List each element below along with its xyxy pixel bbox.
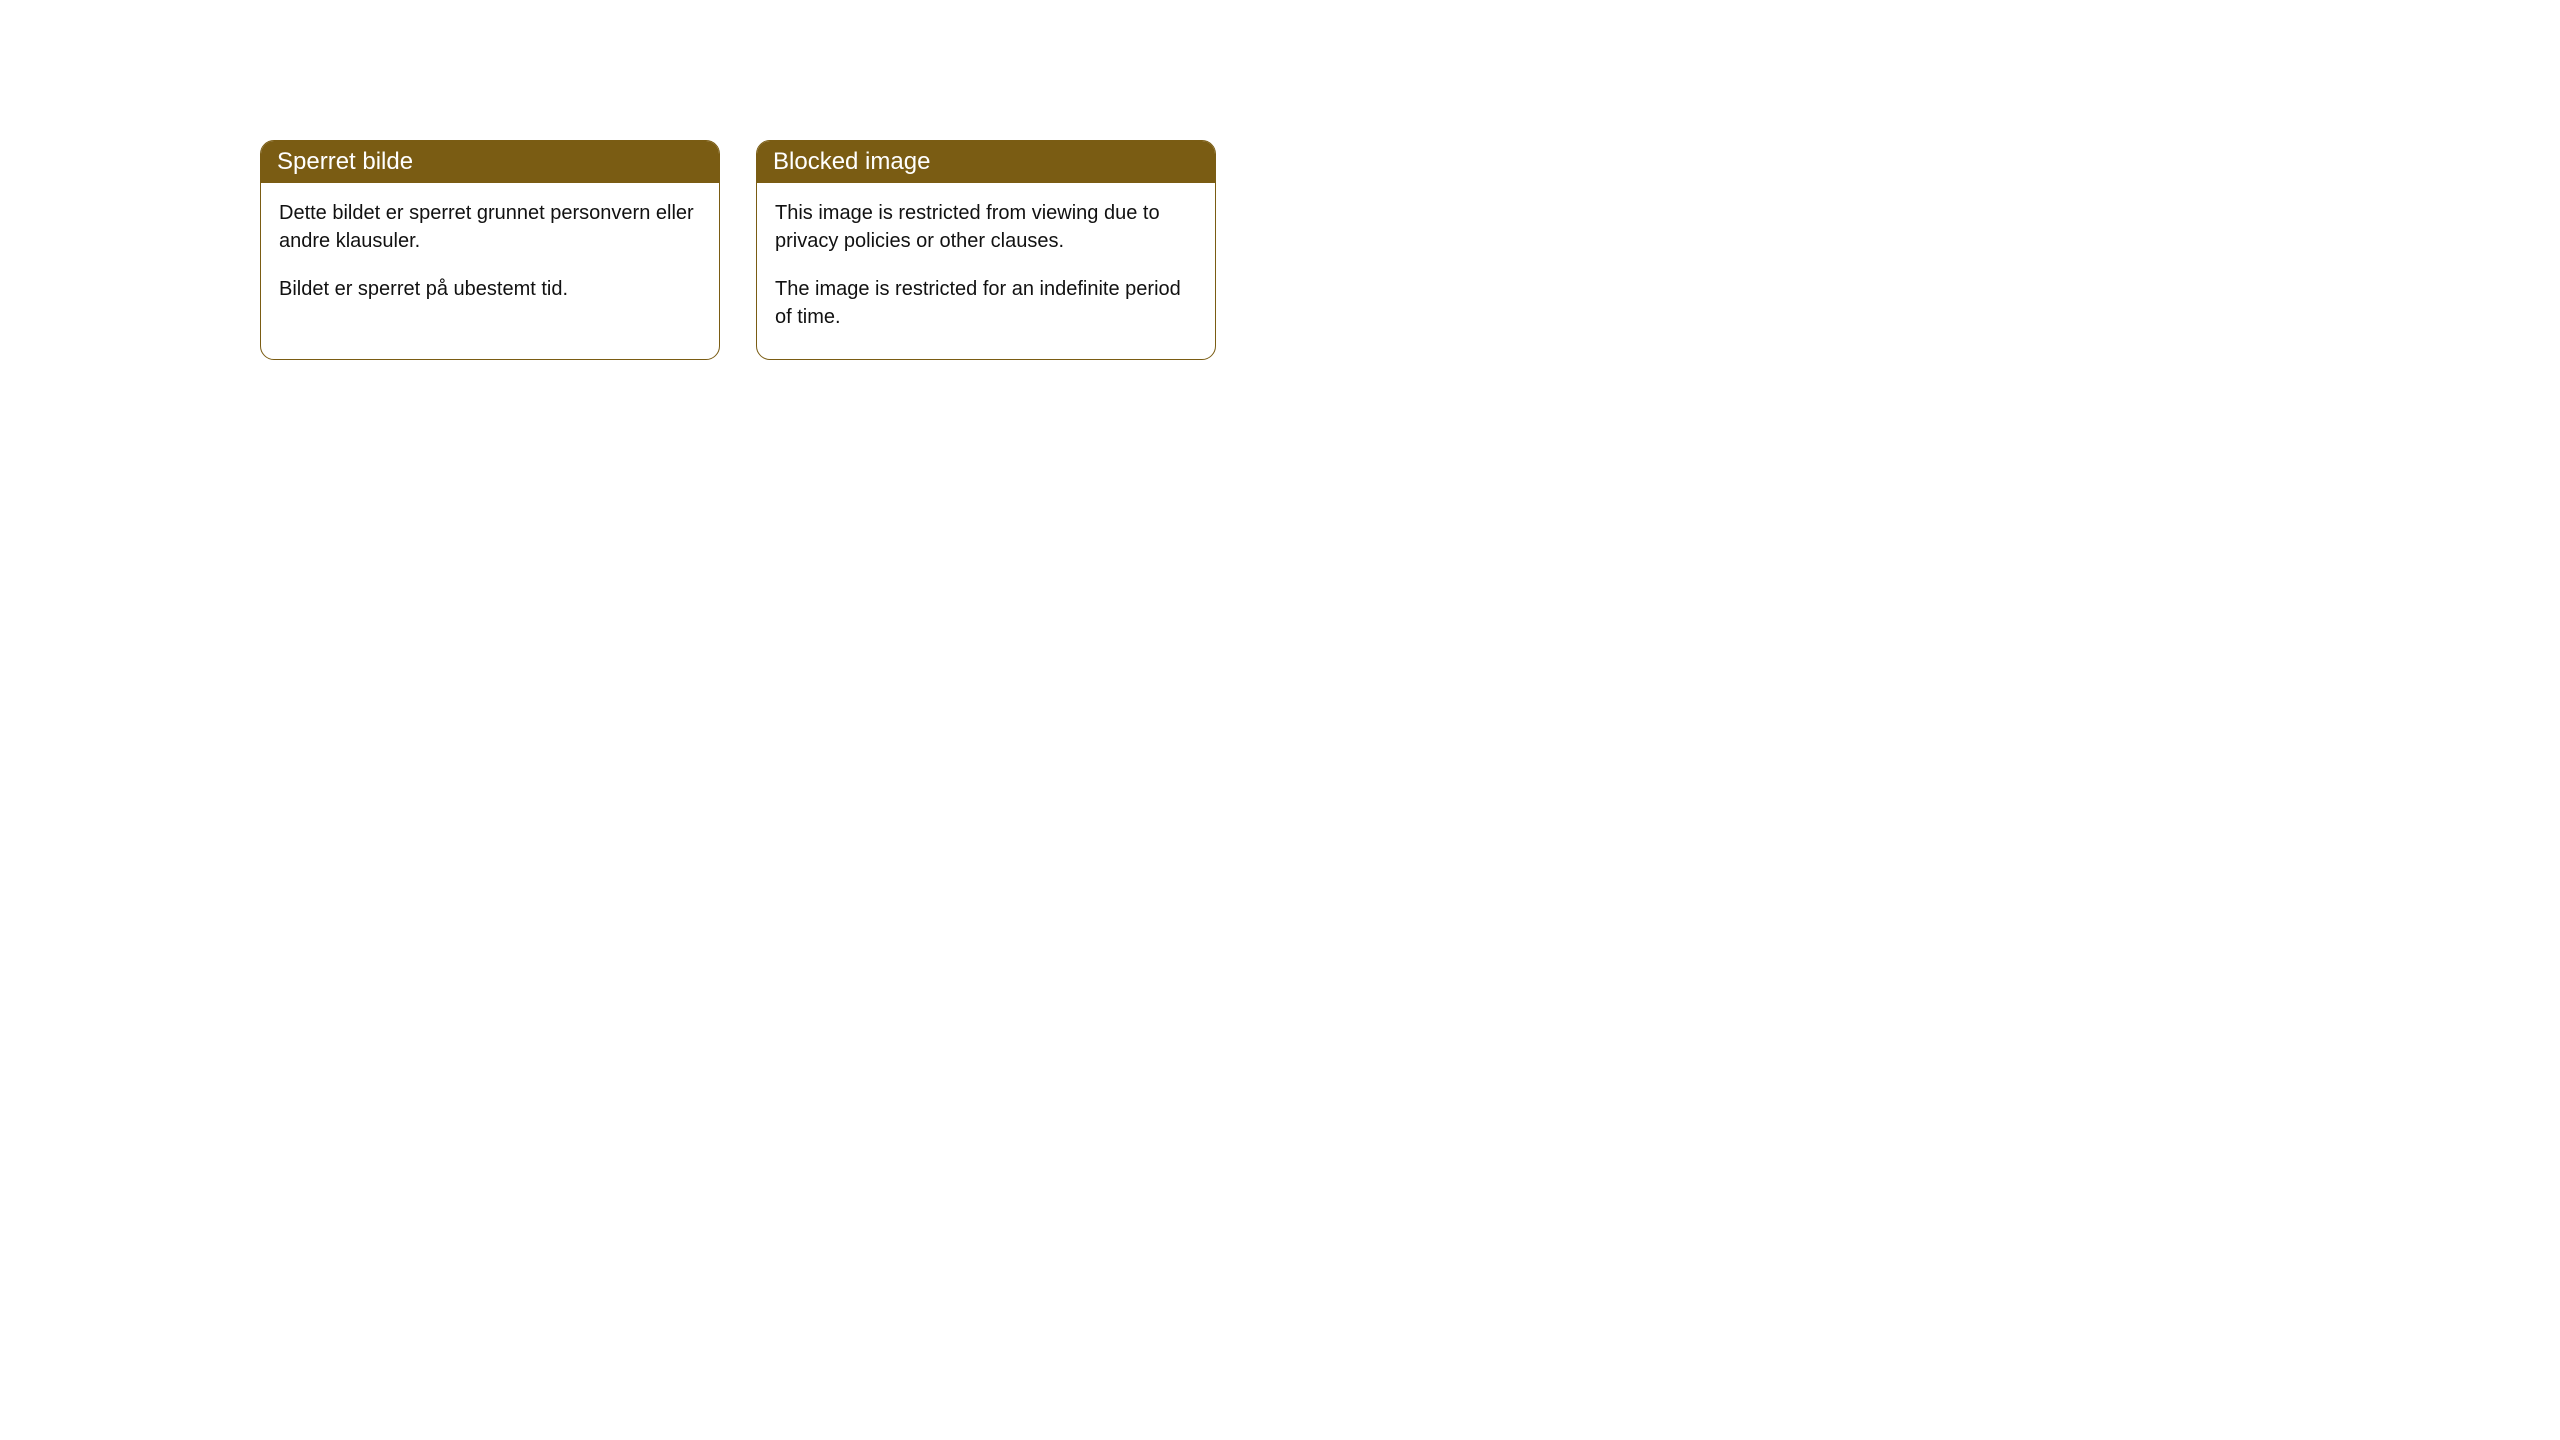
card-english: Blocked image This image is restricted f…: [756, 140, 1216, 360]
card-paragraph: This image is restricted from viewing du…: [775, 199, 1197, 255]
card-paragraph: Dette bildet er sperret grunnet personve…: [279, 199, 701, 255]
card-header: Sperret bilde: [261, 141, 719, 183]
card-paragraph: Bildet er sperret på ubestemt tid.: [279, 275, 701, 303]
card-body: Dette bildet er sperret grunnet personve…: [261, 183, 719, 331]
card-norwegian: Sperret bilde Dette bildet er sperret gr…: [260, 140, 720, 360]
card-paragraph: The image is restricted for an indefinit…: [775, 275, 1197, 331]
card-body: This image is restricted from viewing du…: [757, 183, 1215, 359]
card-header: Blocked image: [757, 141, 1215, 183]
cards-container: Sperret bilde Dette bildet er sperret gr…: [260, 140, 2300, 360]
